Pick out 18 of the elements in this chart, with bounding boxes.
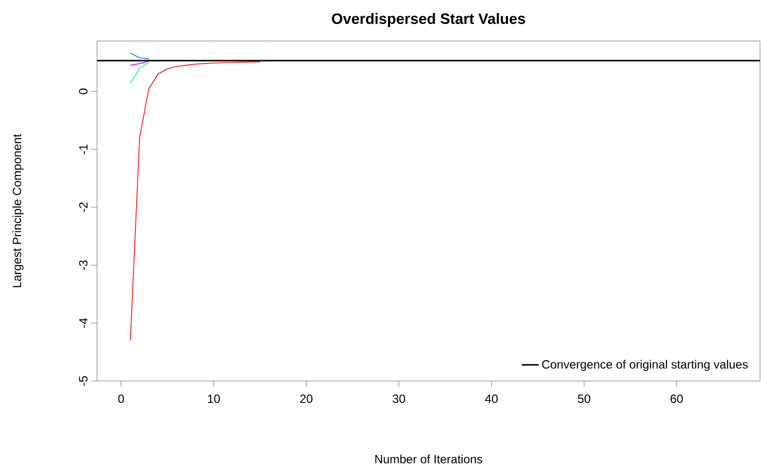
x-axis-title: Number of Iterations bbox=[375, 454, 482, 464]
x-tick-label: 0 bbox=[118, 394, 124, 403]
x-tick-label: 40 bbox=[485, 394, 498, 403]
x-tick-label: 50 bbox=[578, 394, 590, 403]
chart-title: Overdispersed Start Values bbox=[332, 13, 526, 27]
x-tick-label: 60 bbox=[670, 394, 683, 403]
y-tick-label: -2 bbox=[79, 202, 88, 212]
y-tick-label: 0 bbox=[79, 88, 88, 94]
y-tick-label: -1 bbox=[79, 144, 88, 154]
y-tick-label: -4 bbox=[79, 318, 88, 328]
y-axis-title: Largest Principle Component bbox=[12, 134, 24, 288]
x-tick-label: 20 bbox=[300, 394, 312, 403]
legend-label: Convergence of original starting values bbox=[542, 360, 748, 371]
y-tick-label: -5 bbox=[79, 376, 88, 386]
x-tick-label: 30 bbox=[392, 394, 406, 403]
line-series bbox=[130, 61, 260, 341]
y-tick-label: -3 bbox=[79, 260, 88, 270]
x-tick-label: 10 bbox=[208, 394, 220, 403]
